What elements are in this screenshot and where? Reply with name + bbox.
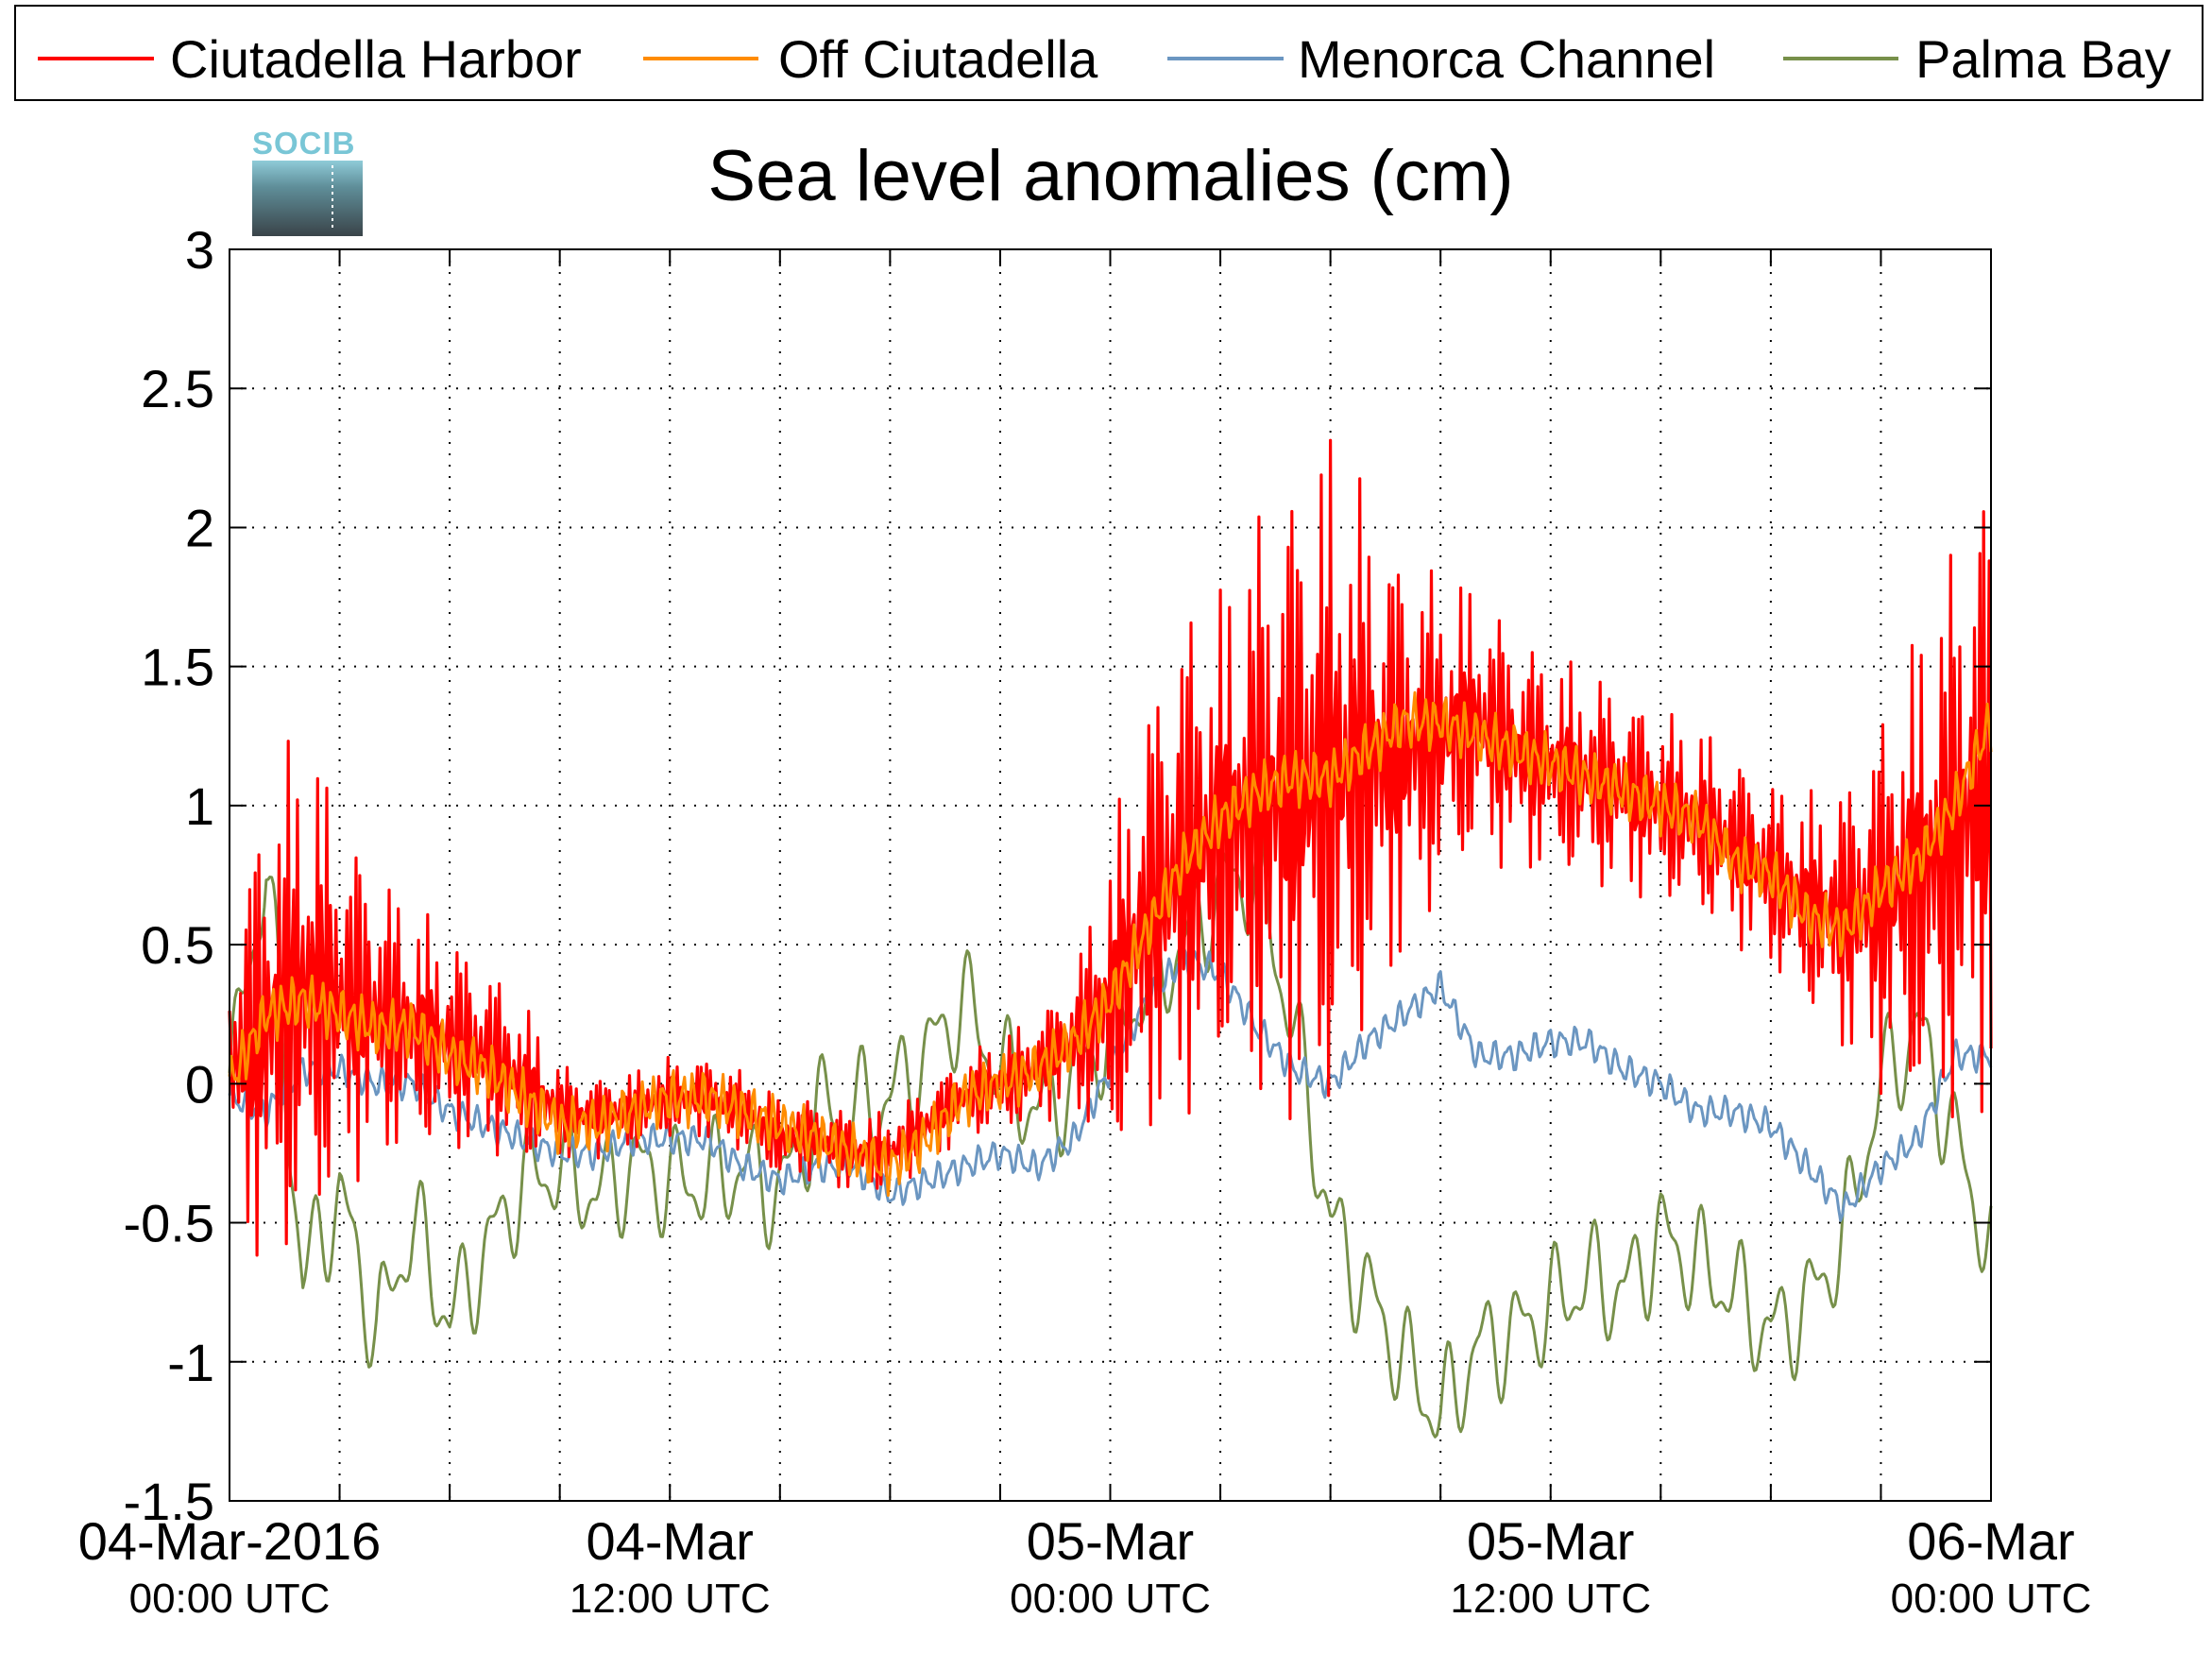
y-tick-label: -1 — [167, 1333, 214, 1392]
x-tick-label: 05-Mar — [1027, 1511, 1194, 1571]
plot-area — [228, 248, 1993, 1502]
chart-title: Sea level anomalies (cm) — [707, 136, 1513, 216]
x-tick-label: 05-Mar — [1467, 1511, 1634, 1571]
y-tick-label: 2.5 — [141, 359, 214, 418]
series-off-ciutadella — [228, 690, 1993, 1198]
x-tick-label: 04-Mar — [587, 1511, 754, 1571]
y-tick-label: 2 — [185, 498, 214, 557]
axis-ticks — [229, 248, 1992, 1502]
x-tick-sublabel: 12:00 UTC — [570, 1575, 771, 1622]
socib-logo-text: SOCIB — [252, 126, 356, 161]
x-tick-sublabel: 00:00 UTC — [129, 1575, 331, 1622]
legend: Ciutadella Harbor Off Ciutadella Menorca… — [14, 5, 2203, 101]
series-group — [228, 438, 1993, 1439]
grid — [230, 249, 1991, 1501]
x-tick-sublabel: 00:00 UTC — [1010, 1575, 1211, 1622]
legend-label-palma-bay: Palma Bay — [1915, 29, 2171, 89]
x-tick-sublabel: 00:00 UTC — [1891, 1575, 2092, 1622]
legend-box — [14, 5, 2203, 101]
legend-label-ciutadella-harbor: Ciutadella Harbor — [170, 29, 582, 89]
socib-logo: SOCIB — [252, 126, 363, 236]
y-tick-label: 0 — [185, 1054, 214, 1114]
socib-logo-image — [252, 161, 363, 236]
y-axis-tick-labels: -1.5 -1 -0.5 0 0.5 1 1.5 2 2.5 3 — [124, 220, 215, 1531]
legend-label-menorca-channel: Menorca Channel — [1298, 29, 1715, 89]
y-tick-label: 0.5 — [141, 915, 214, 975]
x-tick-label: 06-Mar — [1907, 1511, 2074, 1571]
y-tick-label: 1.5 — [141, 638, 214, 697]
series-menorca-channel — [228, 945, 1993, 1222]
legend-label-off-ciutadella: Off Ciutadella — [778, 29, 1098, 89]
y-tick-label: -1.5 — [124, 1472, 215, 1531]
y-tick-label: 3 — [185, 220, 214, 280]
x-tick-sublabel: 12:00 UTC — [1450, 1575, 1651, 1622]
x-tick-label: 04-Mar-2016 — [78, 1511, 382, 1571]
plot-background — [230, 249, 1991, 1501]
y-tick-label: 1 — [185, 776, 214, 836]
y-tick-label: -0.5 — [124, 1194, 215, 1253]
